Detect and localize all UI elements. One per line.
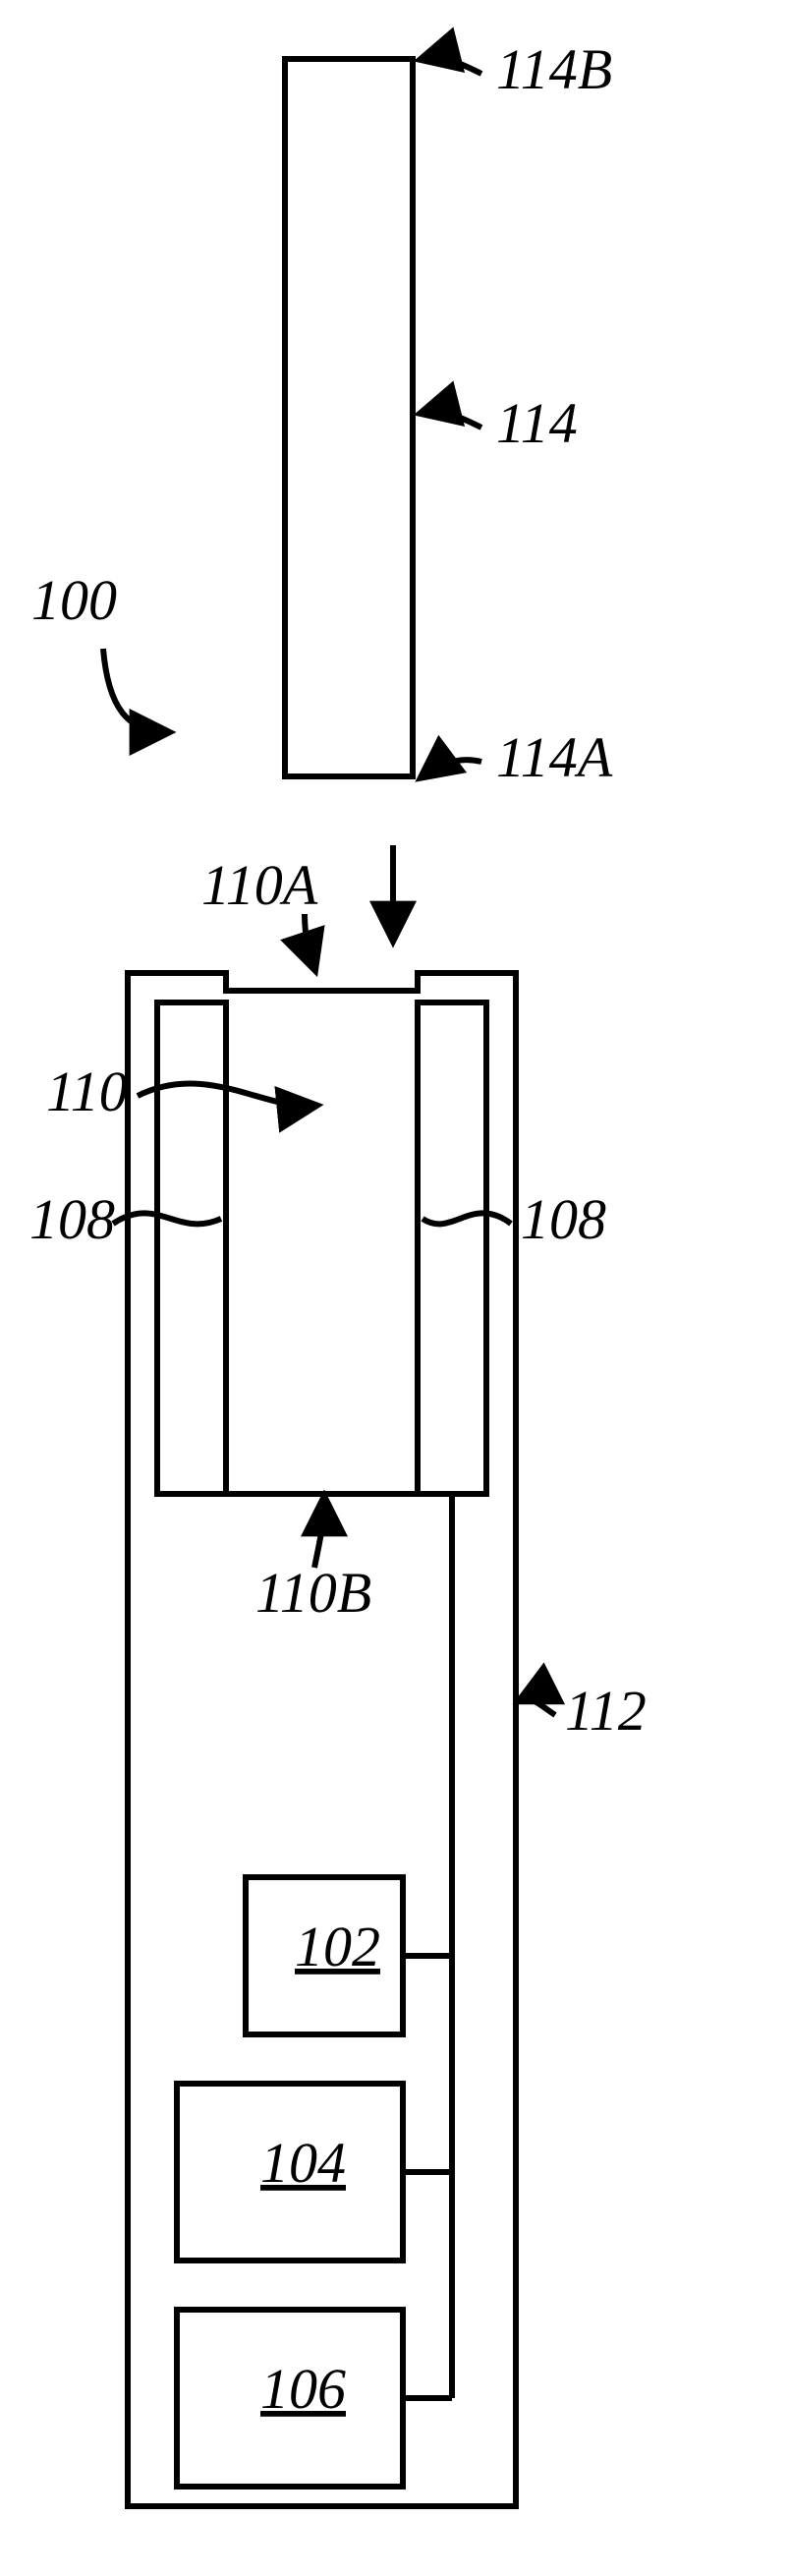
- label-112: 112: [565, 1679, 647, 1743]
- leader-112: [521, 1699, 555, 1715]
- leader-110A: [305, 914, 314, 968]
- label-100: 100: [31, 568, 117, 632]
- label-110: 110: [46, 1059, 128, 1123]
- leader-114A: [423, 760, 481, 776]
- patent-diagram: 100 114B 114 114A 110A 110 108 108 110B …: [0, 0, 789, 2576]
- label-114A: 114A: [496, 725, 613, 789]
- label-108-left: 108: [29, 1187, 115, 1251]
- label-108-right: 108: [521, 1187, 606, 1251]
- leader-108-right: [423, 1213, 511, 1224]
- label-114B: 114B: [496, 37, 612, 101]
- label-104: 104: [260, 2131, 346, 2195]
- label-110A: 110A: [201, 853, 318, 917]
- cavity-U: [157, 1002, 486, 1494]
- leader-114: [423, 412, 481, 428]
- label-106: 106: [260, 2357, 346, 2421]
- leader-114B: [423, 58, 481, 74]
- label-114: 114: [496, 391, 578, 455]
- label-102: 102: [295, 1915, 380, 1978]
- insert-rect: [285, 59, 413, 776]
- label-110B: 110B: [255, 1561, 371, 1625]
- housing-outline: [128, 973, 516, 2506]
- leader-110B: [314, 1499, 324, 1568]
- leader-100: [103, 649, 167, 732]
